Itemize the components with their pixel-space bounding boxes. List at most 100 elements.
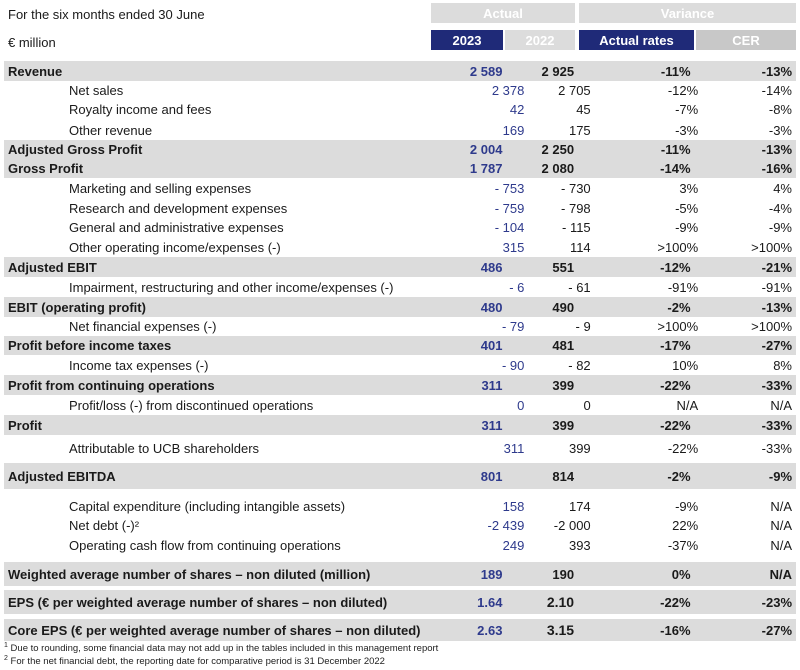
table-row: EPS (€ per weighted average number of sh…	[4, 590, 796, 614]
row-label: Core EPS (€ per weighted average number …	[8, 622, 421, 638]
value-2022: 481	[552, 338, 575, 353]
footnote-1-text: Due to rounding, some financial data may…	[10, 643, 439, 655]
variance-cer: -13%	[761, 63, 793, 79]
table-row: Attributable to UCB shareholders 311 399…	[4, 435, 796, 461]
table-row: Profit/loss (-) from discontinued operat…	[4, 395, 796, 415]
value-2023: 158	[502, 498, 525, 514]
row-label: Profit/loss (-) from discontinued operat…	[69, 397, 314, 413]
row-label: Attributable to UCB shareholders	[69, 440, 260, 456]
variance-cer: -27%	[761, 622, 793, 638]
value-2023: 2 589	[469, 63, 503, 79]
variance-actual: -9%	[675, 220, 699, 235]
variance-actual: >100%	[657, 319, 699, 334]
col-header-cer: CER	[696, 30, 796, 50]
variance-actual: -3%	[675, 122, 699, 138]
value-2023: 2 004	[469, 142, 503, 157]
variance-cer: >100%	[751, 239, 792, 255]
value-2023: 1 787	[469, 161, 503, 176]
value-2022: 399	[552, 377, 575, 393]
variance-actual: 10%	[672, 358, 699, 373]
value-2022: 2 250	[541, 142, 575, 157]
value-2023: 315	[502, 239, 525, 255]
value-2022: 174	[568, 498, 591, 514]
value-2023: 480	[480, 299, 503, 315]
variance-cer: >100%	[751, 319, 792, 334]
row-label: EBIT (operating profit)	[8, 299, 146, 315]
table-row: Adjusted EBITDA 801 814 -2% -9%	[4, 463, 796, 489]
value-2022: 114	[569, 239, 591, 255]
value-2023: 486	[480, 259, 503, 275]
value-2023: - 79	[501, 319, 525, 334]
variance-actual: -91%	[667, 279, 699, 295]
value-2023: 0	[517, 397, 525, 413]
variance-actual: -22%	[667, 440, 699, 456]
variance-actual: -11%	[660, 142, 691, 157]
table-row: Other revenue 169 175 -3% -3%	[4, 120, 796, 140]
variance-cer: -9%	[768, 468, 793, 484]
table-row: Research and development expenses - 759 …	[4, 199, 796, 218]
value-2023: 401	[480, 338, 503, 353]
value-2023: -2 439	[487, 518, 525, 533]
row-label: Income tax expenses (-)	[69, 358, 209, 373]
row-label: Royalty income and fees	[69, 102, 212, 117]
footnote-1: 1 Due to rounding, some financial data m…	[4, 642, 438, 654]
col-header-actual-rates: Actual rates	[579, 30, 694, 50]
variance-cer: N/A	[770, 537, 792, 553]
value-2022: 190	[552, 566, 575, 582]
row-label: Impairment, restructuring and other inco…	[69, 279, 394, 295]
footnote-2-mark: 2	[4, 655, 8, 662]
value-2022: - 115	[562, 220, 591, 235]
variance-group-header: Variance	[579, 3, 796, 23]
variance-actual: -5%	[675, 201, 699, 216]
table-row: Core EPS (€ per weighted average number …	[4, 619, 796, 641]
row-label: Profit from continuing operations	[8, 377, 215, 393]
value-2022: - 82	[568, 358, 591, 373]
variance-actual: -22%	[660, 417, 691, 433]
table-row: Net sales 2 378 2 705 -12% -14%	[4, 81, 796, 100]
row-label: Research and development expenses	[69, 201, 288, 216]
variance-cer: -8%	[768, 102, 792, 117]
value-2023: 311	[481, 417, 503, 433]
value-2022: -2 000	[553, 518, 591, 533]
value-2023: - 104	[494, 220, 525, 235]
value-2022: 2 925	[541, 63, 575, 79]
variance-actual: -37%	[667, 537, 699, 553]
variance-cer: N/A	[770, 518, 792, 533]
variance-cer: -91%	[761, 279, 792, 295]
variance-cer: -14%	[761, 83, 792, 98]
variance-cer: -21%	[761, 259, 793, 275]
row-label: Net financial expenses (-)	[69, 319, 217, 334]
table-row: Net debt (-)² -2 439 -2 000 22% N/A	[4, 516, 796, 535]
value-2023: 2 378	[491, 83, 525, 98]
row-label: Capital expenditure (including intangibl…	[69, 498, 346, 514]
value-2022: 2.10	[546, 594, 575, 610]
value-2023: 249	[502, 537, 525, 553]
row-label: Adjusted Gross Profit	[8, 142, 143, 157]
table-row: Profit from continuing operations 311 39…	[4, 375, 796, 395]
value-2022: 2 705	[558, 83, 591, 98]
value-2023: 169	[502, 122, 525, 138]
value-2022: - 798	[561, 201, 591, 216]
variance-actual: 3%	[679, 181, 699, 196]
variance-actual: -2%	[667, 299, 691, 315]
table-row: Marketing and selling expenses - 753 - 7…	[4, 179, 796, 198]
table-row: Impairment, restructuring and other inco…	[4, 277, 796, 297]
variance-cer: 8%	[773, 358, 792, 373]
variance-actual: -7%	[675, 102, 699, 117]
table-row: Adjusted EBIT 486 551 -12% -21%	[4, 257, 796, 277]
row-label: Other operating income/expenses (-)	[69, 239, 281, 255]
row-label: Revenue	[8, 63, 63, 79]
footnote-1-mark: 1	[4, 642, 8, 649]
row-label: Net sales	[69, 83, 124, 98]
table-row: Revenue 2 589 2 925 -11% -13%	[4, 61, 796, 81]
table-row: Operating cash flow from continuing oper…	[4, 535, 796, 555]
value-2022: 2 080	[541, 161, 575, 176]
table-row: Income tax expenses (-) - 90 - 82 10% 8%	[4, 356, 796, 375]
value-2022: 490	[552, 299, 575, 315]
variance-cer: -13%	[761, 299, 793, 315]
footnote-2: 2 For the net financial debt, the report…	[4, 655, 385, 667]
value-2023: 311	[503, 440, 525, 456]
variance-actual: -12%	[667, 83, 699, 98]
variance-actual: -11%	[660, 63, 691, 79]
